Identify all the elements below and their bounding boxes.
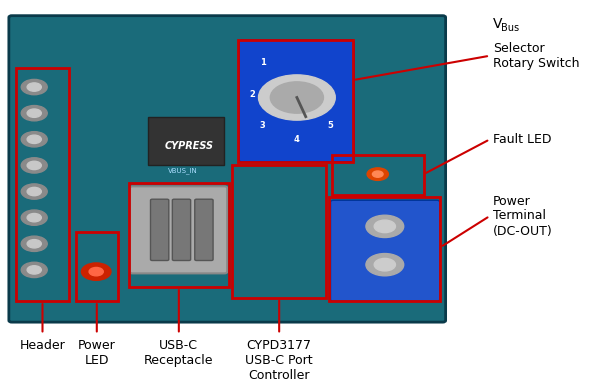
FancyBboxPatch shape	[331, 200, 440, 301]
Circle shape	[366, 254, 404, 276]
Circle shape	[374, 220, 395, 232]
Text: USB-C
Receptacle: USB-C Receptacle	[144, 339, 214, 367]
Text: 1: 1	[260, 58, 266, 67]
Bar	[329, 197, 440, 301]
Text: Fault LED: Fault LED	[493, 133, 551, 146]
FancyBboxPatch shape	[130, 186, 227, 273]
Circle shape	[27, 213, 41, 222]
Circle shape	[27, 187, 41, 196]
Circle shape	[21, 132, 47, 147]
Bar	[128, 183, 229, 287]
Circle shape	[27, 83, 41, 91]
Circle shape	[366, 215, 404, 237]
Circle shape	[27, 240, 41, 248]
Bar	[332, 155, 424, 195]
Text: 3: 3	[260, 121, 266, 130]
Text: 5: 5	[328, 121, 334, 130]
FancyBboxPatch shape	[148, 117, 224, 165]
Circle shape	[21, 262, 47, 278]
FancyBboxPatch shape	[239, 40, 354, 162]
FancyBboxPatch shape	[151, 199, 169, 260]
Text: Power: Power	[493, 195, 530, 208]
Bar	[76, 232, 118, 301]
Text: (DC-OUT): (DC-OUT)	[493, 224, 553, 237]
Circle shape	[271, 82, 323, 113]
Bar	[238, 40, 353, 162]
Circle shape	[27, 109, 41, 117]
Text: 2: 2	[250, 90, 256, 98]
FancyBboxPatch shape	[195, 199, 213, 260]
Text: Terminal: Terminal	[493, 209, 546, 222]
Text: Bus: Bus	[501, 23, 519, 33]
Circle shape	[27, 266, 41, 274]
Circle shape	[374, 259, 395, 271]
Circle shape	[259, 75, 335, 120]
Circle shape	[21, 236, 47, 252]
FancyBboxPatch shape	[172, 199, 191, 260]
Circle shape	[82, 263, 111, 280]
Text: 4: 4	[294, 135, 300, 144]
Circle shape	[27, 161, 41, 170]
Text: CYPD3177
USB-C Port
Controller: CYPD3177 USB-C Port Controller	[245, 339, 313, 381]
Text: V: V	[493, 17, 502, 31]
Bar	[16, 68, 69, 301]
Circle shape	[21, 158, 47, 173]
Text: Power
LED: Power LED	[78, 339, 116, 367]
Circle shape	[21, 184, 47, 199]
Text: Selector: Selector	[493, 42, 544, 55]
Text: Header: Header	[20, 339, 65, 352]
FancyBboxPatch shape	[9, 16, 446, 322]
Circle shape	[367, 168, 388, 180]
Circle shape	[21, 79, 47, 95]
Circle shape	[89, 267, 103, 276]
Circle shape	[21, 106, 47, 121]
Circle shape	[27, 135, 41, 144]
Circle shape	[373, 171, 383, 177]
Bar	[232, 165, 326, 298]
Text: Rotary Switch: Rotary Switch	[493, 57, 580, 70]
Text: CYPRESS: CYPRESS	[164, 141, 214, 151]
Circle shape	[21, 210, 47, 225]
Text: VBUS_IN: VBUS_IN	[168, 167, 198, 174]
